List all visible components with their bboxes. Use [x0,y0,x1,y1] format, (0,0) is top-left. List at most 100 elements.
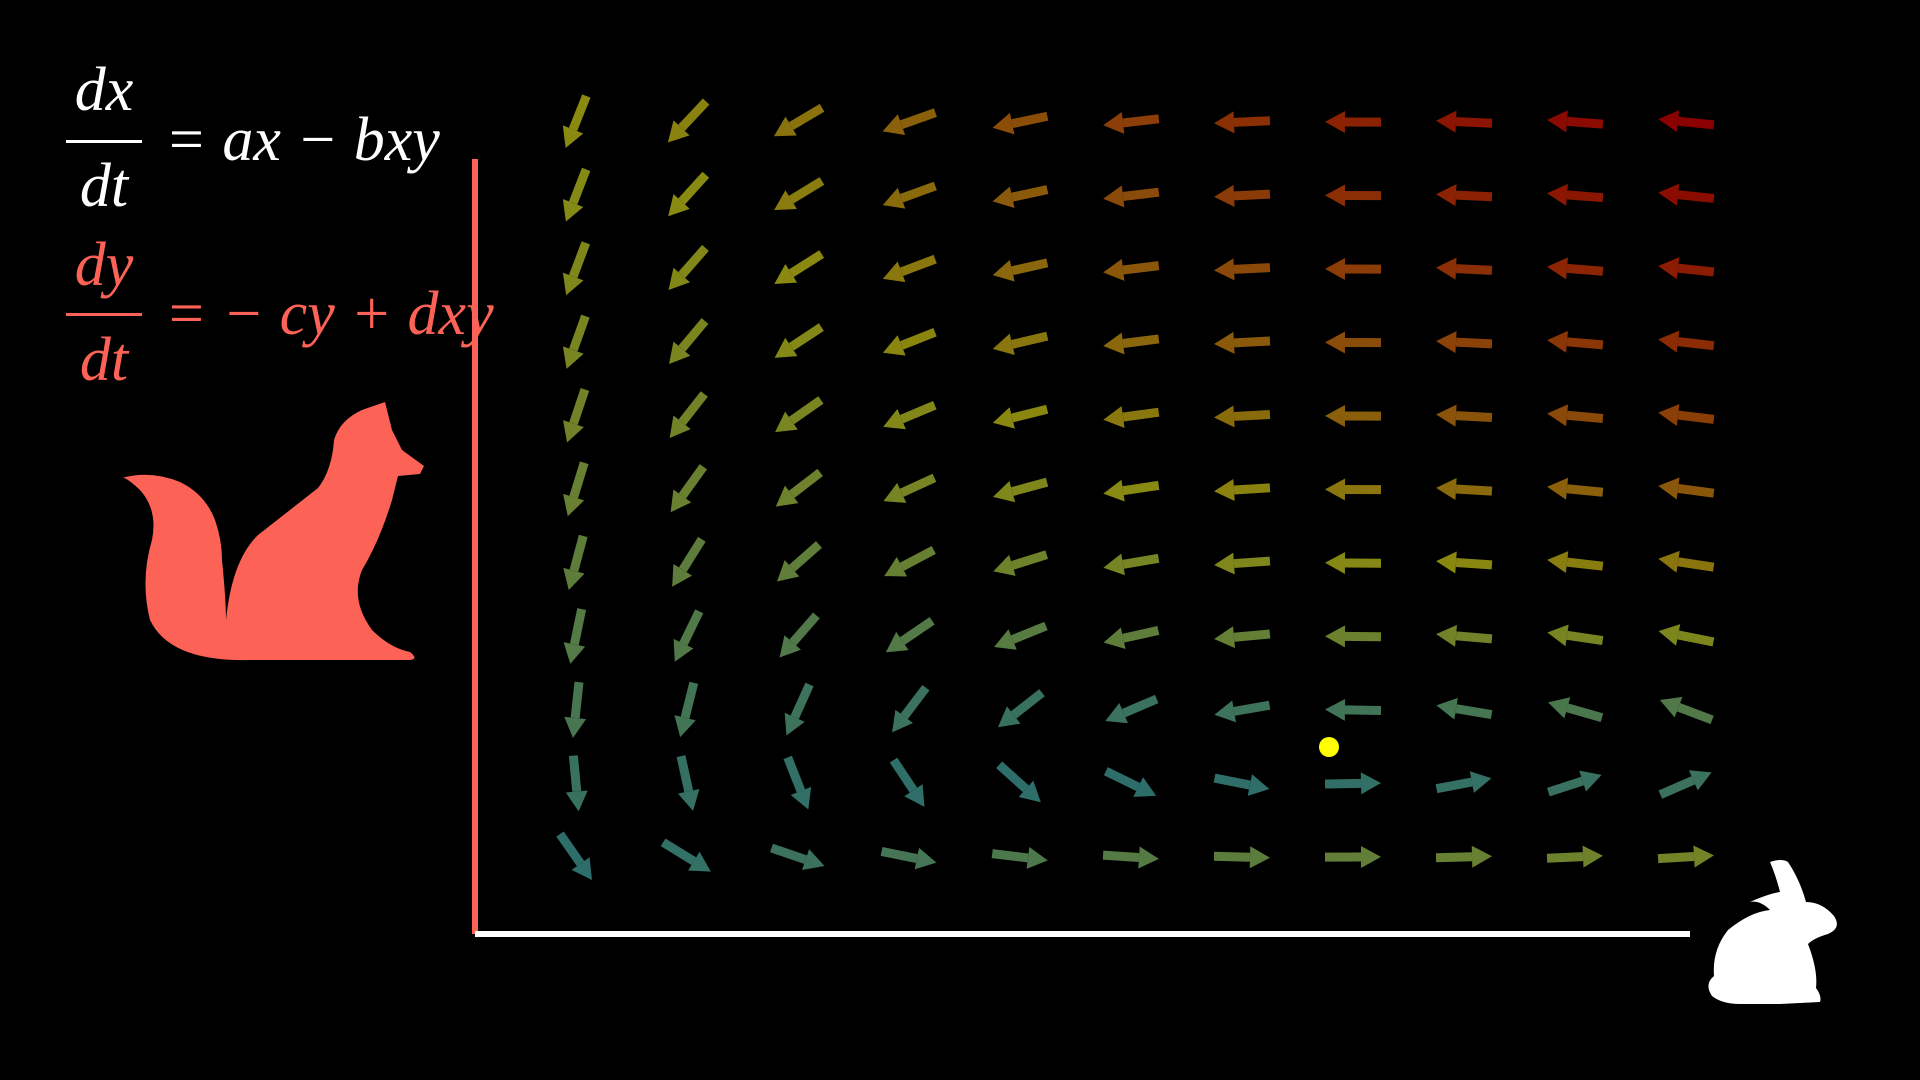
vector-arrow [1658,110,1715,133]
vector-arrow [673,609,704,662]
vector-arrow [562,241,591,296]
arrow-head [1582,845,1603,868]
vector-arrow [1103,332,1160,355]
arrow-head [1436,404,1457,427]
arrow-head [1658,477,1680,500]
arrow-head [1547,110,1568,133]
vector-arrow [1325,404,1382,427]
vector-arrow [883,473,937,503]
arrow-shaft [1677,557,1715,572]
arrow-head [1214,626,1236,649]
arrow-shaft [788,396,824,425]
equation-2: dy dt = − cy + dxy [66,231,494,394]
arrow-head [562,346,584,369]
vector-arrow [1102,846,1159,869]
vector-arrow [674,681,699,738]
vector-arrow [882,328,937,356]
arrow-shaft [1233,409,1271,421]
arrow-shaft [1566,703,1604,722]
arrow-shaft [568,94,591,132]
arrow-head [779,635,801,658]
vector-arrow [564,681,587,738]
vector-arrow [1325,698,1382,721]
arrow-head [784,712,805,736]
arrow-shaft [899,328,937,350]
arrow-shaft [568,241,591,279]
vector-arrow [882,108,937,136]
arrow-head [571,857,593,880]
vector-arrow [668,244,709,291]
arrow-shaft [1566,337,1604,350]
arrow-shaft [899,473,937,497]
arrow-shaft [679,609,704,646]
arrow-shaft [1011,477,1049,496]
arrow-shaft [1103,767,1141,792]
vector-arrow [1546,845,1603,868]
vector-arrow [1547,624,1604,647]
arrow-shaft [996,761,1029,793]
arrow-shaft [1233,700,1271,716]
vector-arrow [1435,771,1492,794]
vector-arrow [992,404,1049,429]
vector-arrow [1436,624,1493,647]
arrow-head [1103,332,1125,355]
arrow-shaft [899,108,937,129]
arrow-shaft [569,388,590,426]
arrow-shaft [880,847,918,864]
vector-arrow [991,847,1048,869]
vector-arrow [565,755,588,812]
arrow-shaft [789,541,822,572]
arrow-shaft [1122,553,1160,569]
vector-arrow [1325,551,1382,574]
arrow-shaft [889,757,918,793]
vector-arrow [556,831,593,880]
arrow-shaft [660,838,697,866]
vector-arrow [1435,845,1492,868]
arrow-head [1103,185,1125,208]
arrow-head [1214,552,1235,575]
vector-arrow [676,755,700,811]
arrow-shaft [1324,778,1362,789]
arrow-shaft [899,545,936,571]
arrow-shaft [1011,111,1049,129]
arrow-shaft [1233,336,1271,348]
vector-arrow [1103,553,1160,576]
arrow-shaft [1435,852,1473,863]
vector-arrow [784,682,814,736]
arrow-head [669,415,691,438]
arrow-head [1436,331,1457,354]
arrow-shaft [680,681,699,719]
arrow-head [673,638,694,662]
arrow-head [992,260,1015,282]
vector-arrow [1325,110,1382,133]
arrow-shaft [1566,630,1604,646]
arrow-shaft [899,617,935,645]
numerator: dx [75,56,134,124]
vector-arrow [667,98,710,143]
vector-arrow [993,550,1049,576]
arrow-head [883,408,906,430]
arrow-head [1105,703,1128,724]
vector-arrow [777,541,822,582]
arrow-head [885,631,909,653]
arrow-head [775,485,799,507]
arrow-head [667,120,690,143]
arrow-head [1436,110,1457,133]
arrow-head [1247,774,1270,796]
fraction-bar [66,140,142,143]
arrow-head [1325,110,1346,133]
vector-arrow [670,464,708,513]
arrow-head [992,333,1015,356]
arrow-shaft [788,250,825,278]
arrow-head [1214,331,1235,354]
arrow-shaft [1122,187,1160,201]
arrow-head [1325,331,1346,354]
vector-arrow [1103,111,1160,134]
vector-arrow [1105,694,1159,724]
vector-arrow [1436,697,1493,720]
arrow-head [1658,550,1680,573]
vector-arrow [1436,184,1493,207]
equilibrium-point [1319,737,1339,757]
vector-arrow [1436,331,1493,354]
arrow-shaft [1122,114,1160,128]
